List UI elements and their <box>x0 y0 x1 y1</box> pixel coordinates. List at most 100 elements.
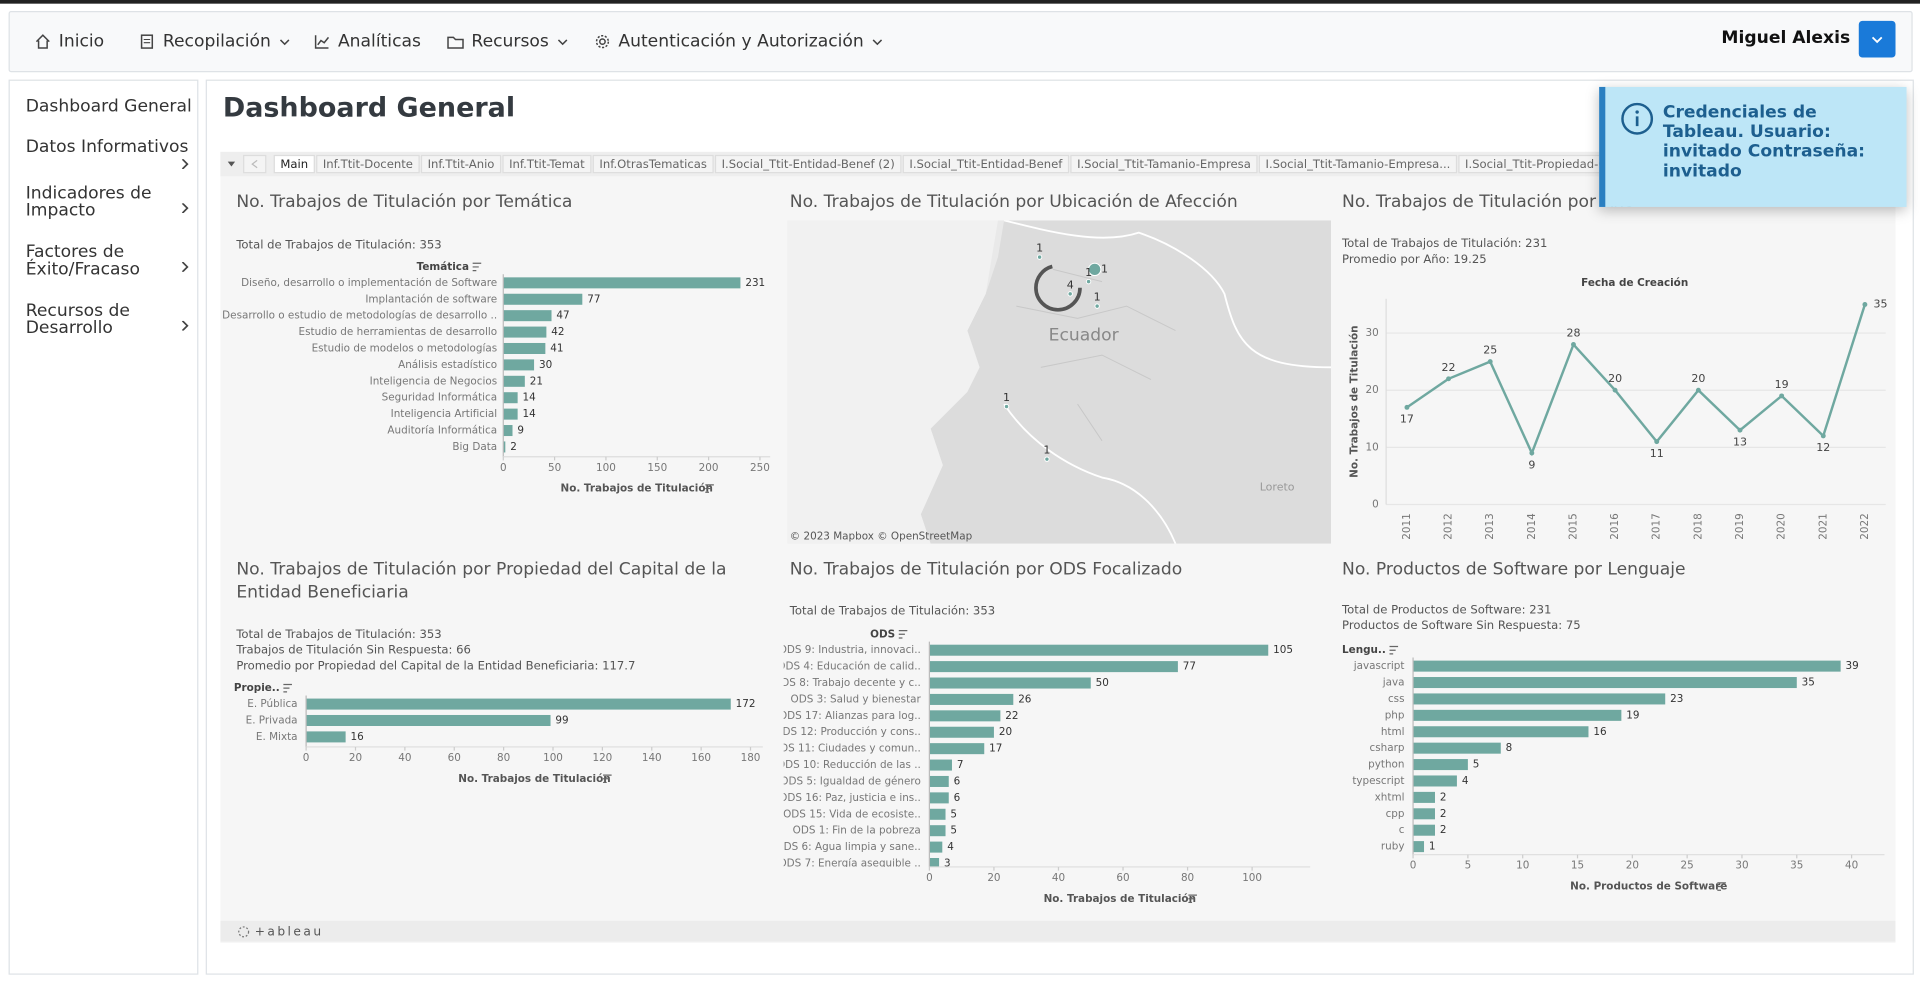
tab-scroll-left[interactable] <box>243 154 267 174</box>
x-tick-label: 2017 <box>1651 513 1663 539</box>
x-tick-label: 2018 <box>1692 513 1704 539</box>
category-label: Seguridad Informática <box>382 392 497 404</box>
tab[interactable]: I.Social_Ttit-Tamanio-Empresa <box>1070 154 1258 174</box>
sidebar-item[interactable]: Datos Informativos <box>25 137 189 157</box>
x-tick-label: 80 <box>1181 872 1194 884</box>
chevron <box>1871 36 1883 44</box>
value-label: 19 <box>1626 709 1639 721</box>
bar <box>503 342 546 355</box>
x-tick-label: 25 <box>1681 860 1694 872</box>
line <box>1406 304 1867 457</box>
value-label: 99 <box>555 714 568 726</box>
value-label: 20 <box>999 726 1012 738</box>
bar <box>1413 775 1457 787</box>
nav-item[interactable]: Recopilación <box>138 12 291 71</box>
category-label: ODS 6: Agua limpia y sane.. <box>775 841 920 853</box>
tab-label: I.Social_Ttit-Propiedad-Capital <box>1465 157 1639 171</box>
point <box>1737 427 1743 433</box>
y-tick-label: 30 <box>1366 327 1379 339</box>
category-label: ODS 10: Reducción de las .. <box>777 759 921 771</box>
page-title: Dashboard General <box>222 93 516 124</box>
tab[interactable]: I.Social_Ttit-Entidad-Benef (2) <box>714 154 902 174</box>
category-label: Auditoría Informática <box>387 425 497 437</box>
map-ocean <box>787 220 998 544</box>
bar <box>929 759 952 771</box>
value-label: 231 <box>745 277 765 289</box>
category-header: Propie.. <box>234 682 280 694</box>
tab[interactable]: Inf.OtrasTematicas <box>592 154 714 174</box>
map-point <box>1088 262 1102 277</box>
bar <box>1413 693 1666 705</box>
nav-item[interactable]: Recursos <box>447 12 570 71</box>
tab-background <box>1258 154 1458 174</box>
sidebar-item[interactable]: Factores de Éxito/Fracaso <box>25 242 140 280</box>
tab-label: I.Social_Ttit-Tamanio-Empresa <box>1077 157 1251 171</box>
sort-icon <box>1188 894 1197 904</box>
chevron <box>181 203 189 214</box>
bar <box>306 714 551 727</box>
category-header: Temática <box>417 261 469 273</box>
sort-icon <box>1389 645 1399 655</box>
tab-background <box>1070 154 1258 174</box>
x-tick-label: 5 <box>1465 860 1472 872</box>
sort-icon <box>283 683 292 693</box>
x-tick-label: 10 <box>1516 860 1529 872</box>
sidebar-item[interactable]: Dashboard General <box>25 96 192 117</box>
map-land <box>787 220 1332 544</box>
x-tick-label: 160 <box>691 752 711 764</box>
category-label: Desarrollo o estudio de metodologías de … <box>222 310 497 322</box>
value-label: 2 <box>510 441 517 453</box>
x-axis-label: No. Trabajos de Titulación <box>458 773 610 785</box>
x-tick-label: 0 <box>1410 860 1417 872</box>
tab[interactable]: I.Social_Ttit-Entidad-Benef <box>902 154 1070 174</box>
chart-title: No. Productos de Software por Lenguaje <box>1342 559 1685 579</box>
point-label: 1 <box>1036 242 1043 255</box>
bar <box>1413 660 1841 672</box>
value-label: 105 <box>1273 644 1293 656</box>
tab[interactable]: Inf.Ttit-Docente <box>316 154 420 174</box>
arrow-icon <box>251 159 258 169</box>
bar-group: Diseño, desarrollo o implementación de S… <box>222 277 765 453</box>
x-tick-label: 60 <box>1116 872 1129 884</box>
value-label: 4 <box>947 841 954 853</box>
tab[interactable]: Inf.Ttit-Anio <box>420 154 502 174</box>
tab-background <box>420 154 502 174</box>
sidebar-item[interactable]: Indicadores de Impacto <box>25 183 152 221</box>
x-tick-label: 2012 <box>1443 513 1455 539</box>
x-tick-label: 2015 <box>1567 513 1579 539</box>
bar <box>1413 824 1435 836</box>
bar <box>929 841 943 853</box>
tab[interactable]: I.Social_Ttit-Tamanio-Empresa... <box>1258 154 1458 174</box>
x-tick-label: 2020 <box>1776 513 1788 539</box>
sort-icon <box>898 630 908 639</box>
tab[interactable]: I.Social_Ttit-Propiedad-Capital <box>1458 154 1646 174</box>
chart-note: Promedio por Propiedad del Capital de la… <box>236 659 635 673</box>
x-tick-label: 35 <box>1790 860 1803 872</box>
point-label: 17 <box>1400 413 1414 426</box>
bar <box>929 661 1178 673</box>
tab[interactable]: Inf.Ttit-Temat <box>502 154 592 174</box>
nav-item[interactable]: Analíticas <box>313 12 421 71</box>
map-point <box>1003 403 1010 410</box>
chart-title: No. Trabajos de Titulación por Año <box>1342 192 1635 212</box>
point <box>1779 393 1785 399</box>
value-label: 1 <box>1429 841 1436 853</box>
x-tick-label: 2016 <box>1609 513 1621 539</box>
value-label: 16 <box>351 731 364 743</box>
bar <box>929 808 946 820</box>
sidebar: Dashboard General Datos Informativos Ind… <box>8 79 199 975</box>
tableau-brand: +ableau <box>255 924 324 938</box>
tab[interactable]: Main <box>273 154 315 174</box>
sidebar-item[interactable]: Recursos de Desarrollo <box>25 301 130 338</box>
nav-item[interactable]: Inicio <box>34 12 104 71</box>
bar <box>503 310 552 322</box>
nav-label: Autenticación y Autorización <box>618 31 864 52</box>
bar <box>1413 791 1435 803</box>
user-menu-button[interactable] <box>1858 20 1896 58</box>
category-label: ODS 11: Ciudades y comun.. <box>772 743 921 755</box>
viz-footer <box>220 920 1896 942</box>
y-tick-label: 20 <box>1366 384 1379 396</box>
nav-label: Recursos <box>471 31 549 52</box>
nav-item[interactable]: Autenticación y Autorización <box>594 12 885 71</box>
